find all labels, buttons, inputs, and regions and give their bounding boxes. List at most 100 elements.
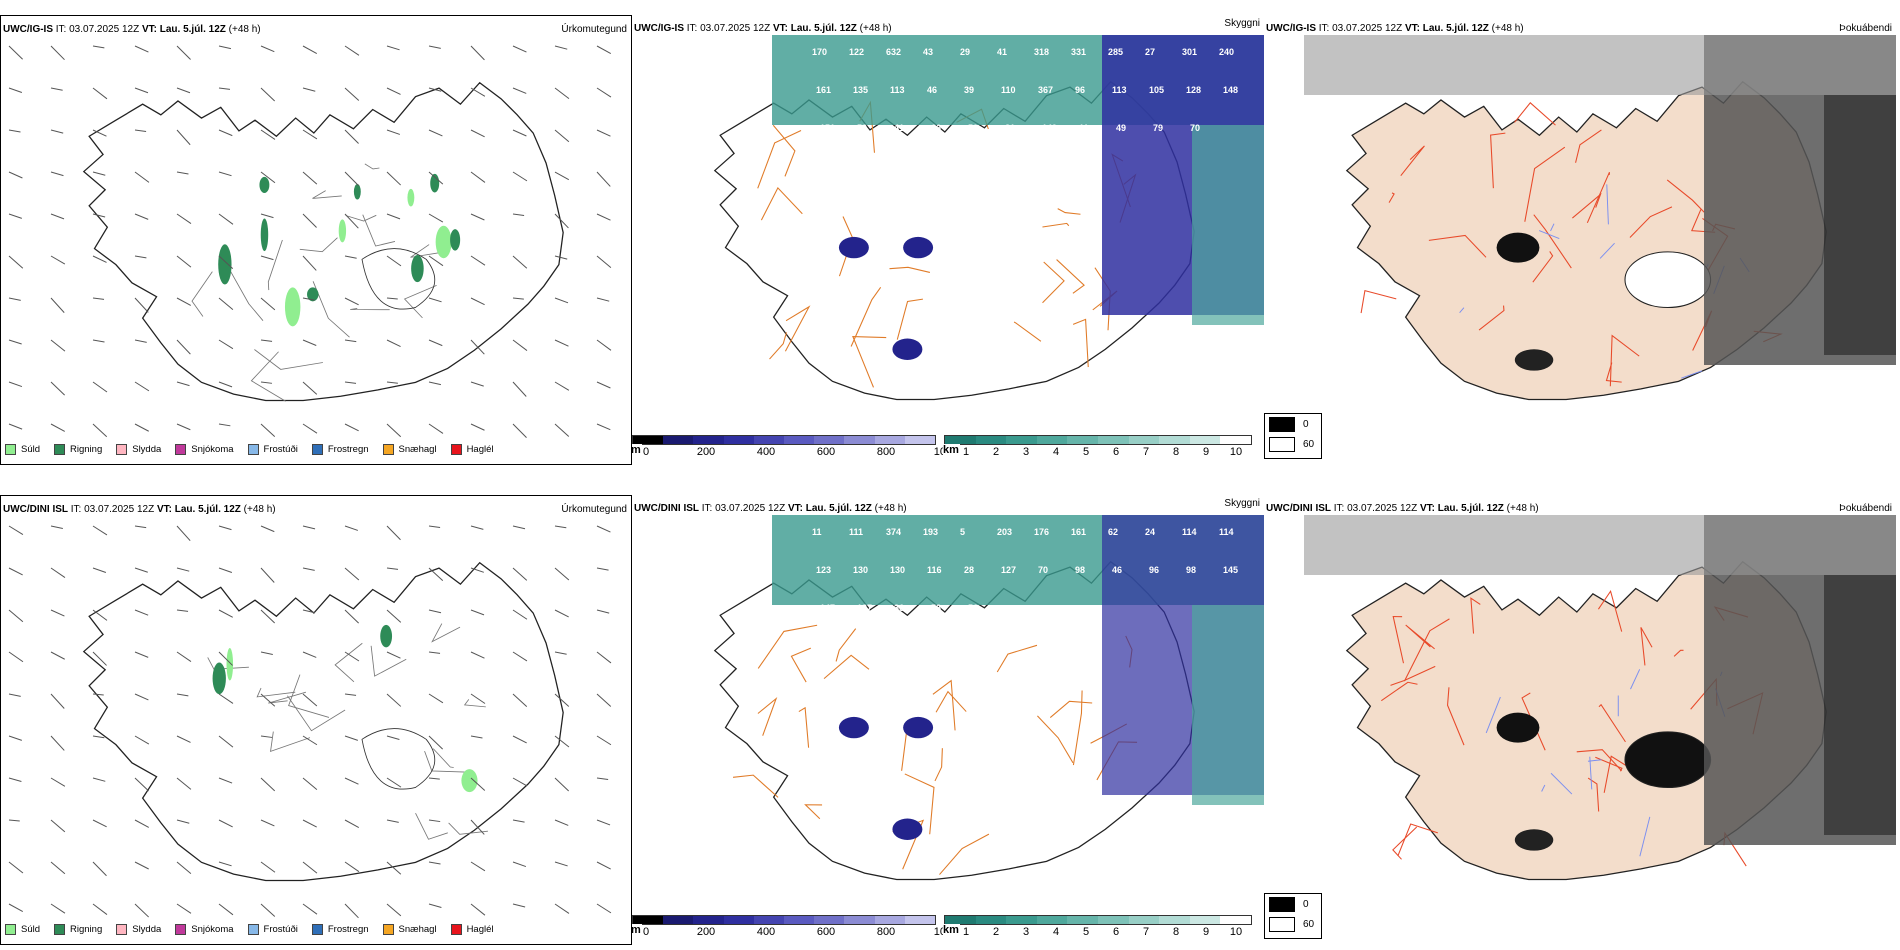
legend-item: Slydda <box>116 443 161 455</box>
wind-barb <box>50 129 64 134</box>
wind-barb <box>218 45 232 50</box>
legend-item: Frostregn <box>311 443 369 455</box>
wind-barb <box>554 735 570 748</box>
wind-barb <box>92 609 108 621</box>
cloud-base-label: 122 <box>849 47 864 57</box>
colorbar-ticks: 02004006008001000 <box>632 925 958 939</box>
wind-barb <box>218 171 232 177</box>
wind-barb <box>92 651 107 666</box>
wind-barb <box>50 339 66 352</box>
precip-legend: Súld Rigning Slydda Snjókoma Frostúði Fr… <box>5 440 508 458</box>
wind-barb <box>50 297 65 313</box>
fog-spot <box>1514 349 1554 371</box>
river-line <box>1589 756 1593 790</box>
cloud-base-label: 56 <box>968 603 978 613</box>
wind-barb <box>302 255 317 271</box>
low-cloud-area <box>903 236 934 259</box>
wind-barb <box>260 903 276 917</box>
wind-barb <box>92 735 105 739</box>
wind-barb <box>554 87 570 100</box>
low-cloud-area <box>838 236 869 259</box>
cloud-base-label: 50 <box>857 123 867 133</box>
wind-barb <box>176 903 192 914</box>
colorbar-tick: 1 <box>962 926 970 938</box>
wind-barb <box>260 87 276 102</box>
legend-item: Snæhagl <box>382 923 437 935</box>
wind-barb <box>386 651 401 659</box>
cloud-base-label: 193 <box>923 527 938 537</box>
wind-barb <box>470 45 485 61</box>
wind-barb <box>92 525 108 536</box>
fog-legend-row: 60 <box>1265 914 1321 934</box>
colorbar-swatch <box>945 916 976 924</box>
wind-barb <box>470 297 485 306</box>
wind-barb <box>428 339 443 347</box>
cloud-base-label: 203 <box>997 527 1012 537</box>
fog-legend: 0 60 <box>1264 413 1322 459</box>
fog-panel-row2: UWC/DINI ISL IT: 03.07.2025 12Z VT: Lau.… <box>1264 495 1900 945</box>
precip-area <box>411 254 424 283</box>
wind-barb <box>134 861 149 870</box>
road-line <box>1470 597 1481 634</box>
wind-barb <box>512 525 526 530</box>
wind-barb <box>92 381 108 393</box>
fog-legend: 0 60 <box>1264 893 1322 939</box>
wind-barb <box>8 129 21 133</box>
wind-barb <box>344 423 359 432</box>
legend-swatch <box>5 443 16 455</box>
wind-barb <box>512 735 527 744</box>
colorbar-unit: km <box>943 444 960 456</box>
wind-barb <box>260 423 276 438</box>
wind-barb <box>512 903 526 908</box>
fog-field <box>1304 35 1896 95</box>
cloud-base-label: 46 <box>927 85 937 95</box>
road-line <box>757 129 802 189</box>
wind-barb <box>596 45 612 54</box>
colorbar-ticks: 1 2 3 4 5 6 7 8 9 10 <box>944 925 1252 939</box>
fog-field <box>1824 575 1896 835</box>
road-line <box>835 628 857 662</box>
legend-item: Súld <box>5 443 40 455</box>
wind-barb <box>176 381 190 387</box>
wind-barb <box>260 45 275 53</box>
precip-area <box>212 662 226 695</box>
road-line <box>267 239 283 291</box>
road-line <box>1072 318 1089 368</box>
visibility-colorbar: 1 2 3 4 5 6 7 8 9 10 km <box>943 915 1252 941</box>
wind-barb <box>302 213 317 228</box>
wind-barb <box>302 819 317 828</box>
colorbar-tick: 5 <box>1082 926 1090 938</box>
road-line <box>852 335 887 388</box>
wind-barb <box>260 255 274 261</box>
wind-barb <box>50 693 65 709</box>
cloud-base-label: 240 <box>1219 47 1234 57</box>
road-line <box>757 624 818 669</box>
road-line <box>431 623 461 643</box>
wind-barb <box>428 423 444 434</box>
colorbar-swatch <box>633 916 664 924</box>
colorbar-swatch <box>874 916 905 924</box>
colorbar-swatch <box>753 436 785 444</box>
colorbar-swatch <box>874 436 905 444</box>
panel-header: UWC/DINI ISL IT: 03.07.2025 12Z VT: Lau.… <box>634 503 907 514</box>
road-line <box>312 190 342 199</box>
wind-barb <box>92 423 108 438</box>
wind-barb <box>50 861 66 875</box>
legend-item: Frostúði <box>247 443 298 455</box>
wind-barb <box>596 903 612 914</box>
wind-barb <box>386 423 402 438</box>
colorbar-tick: 1 <box>962 446 970 458</box>
wind-barb <box>8 45 23 60</box>
wind-barb <box>344 381 357 384</box>
road-line <box>448 822 488 835</box>
precip-map <box>1 36 631 446</box>
cloud-base-label: 147 <box>820 603 835 613</box>
cloud-base-label: 301 <box>1182 47 1197 57</box>
wind-barb <box>554 129 570 143</box>
cloud-base-label: 135 <box>853 85 868 95</box>
wind-barb <box>386 903 402 917</box>
wind-barb <box>386 297 398 300</box>
road-line <box>1049 700 1093 718</box>
legend-swatch <box>382 923 394 935</box>
wind-barb <box>344 255 357 259</box>
